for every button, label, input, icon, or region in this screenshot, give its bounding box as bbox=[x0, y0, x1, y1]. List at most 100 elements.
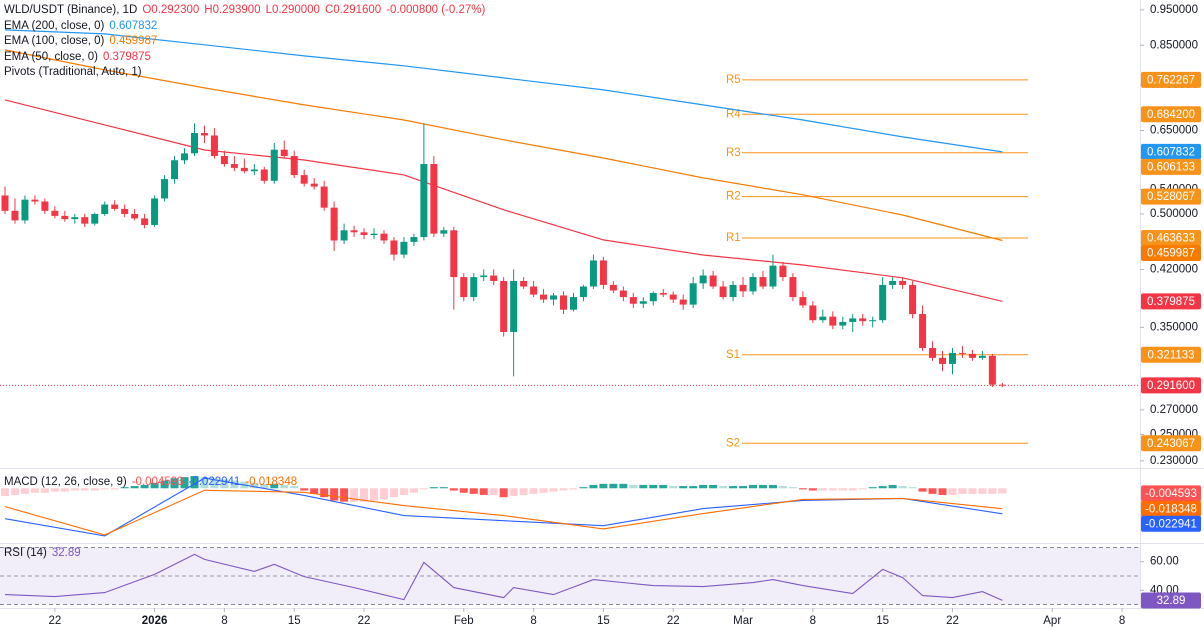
histogram-bar bbox=[888, 484, 897, 489]
x-tick-label: 22 bbox=[667, 615, 680, 627]
price-badge bbox=[1141, 485, 1201, 502]
candle-body bbox=[520, 280, 528, 287]
candle-body bbox=[679, 299, 687, 305]
candle-body bbox=[799, 297, 807, 306]
candle-body bbox=[988, 355, 996, 385]
histogram-bar bbox=[619, 483, 628, 489]
histogram-bar bbox=[838, 488, 847, 491]
histogram-bar bbox=[479, 488, 488, 495]
price-badge-label: 0.321133 bbox=[1147, 349, 1194, 361]
x-tick-label: 8 bbox=[1119, 615, 1125, 627]
histogram-bar bbox=[938, 488, 947, 495]
candle-body bbox=[51, 210, 59, 216]
candle-body bbox=[270, 149, 278, 181]
histogram-bar bbox=[360, 488, 369, 502]
histogram-bar bbox=[689, 486, 698, 489]
candle-body bbox=[958, 352, 966, 354]
indicator-value: 32.89 bbox=[51, 547, 81, 559]
candle-body bbox=[210, 135, 218, 156]
histogram-bar bbox=[389, 488, 398, 498]
histogram-bar bbox=[260, 483, 269, 489]
candle-body bbox=[280, 149, 288, 156]
histogram-bar bbox=[958, 488, 967, 494]
histogram-bar bbox=[798, 488, 807, 490]
candle-body bbox=[420, 164, 428, 238]
histogram-bar bbox=[60, 488, 69, 492]
candle-body bbox=[899, 280, 907, 285]
x-tick-label: 2026 bbox=[142, 615, 168, 627]
candle-body bbox=[879, 284, 887, 321]
histogram-bar bbox=[868, 487, 877, 489]
indicator-name: EMA (100, close, 0) bbox=[4, 35, 105, 47]
candle-body bbox=[410, 237, 418, 242]
indicator-name: MACD (12, 26, close, 9) bbox=[4, 476, 127, 488]
histogram-bar bbox=[469, 488, 478, 494]
histogram-bar bbox=[90, 488, 99, 491]
candle-body bbox=[569, 297, 577, 310]
price-badge-label: 0.607832 bbox=[1147, 146, 1195, 158]
y-tick-label: 0.230000 bbox=[1150, 455, 1198, 467]
candle-body bbox=[769, 265, 777, 287]
ohlc-value: O0.292300 bbox=[142, 4, 200, 16]
histogram-bar bbox=[998, 488, 1007, 494]
candle-body bbox=[101, 204, 109, 214]
candle-body bbox=[320, 186, 328, 208]
candle-body bbox=[510, 280, 518, 332]
candle-body bbox=[460, 277, 468, 298]
price-badge bbox=[1141, 377, 1201, 394]
candle-body bbox=[919, 314, 927, 349]
histogram-bar bbox=[639, 484, 648, 489]
histogram-bar bbox=[609, 483, 618, 489]
y-tick-label: 0.500000 bbox=[1150, 208, 1198, 220]
x-tick-label: 15 bbox=[288, 615, 301, 627]
indicator-value: 0.459987 bbox=[109, 35, 158, 47]
legend-row: EMA (100, close, 0) 0.459987 bbox=[4, 34, 490, 50]
candle-body bbox=[629, 297, 637, 304]
histogram-bar bbox=[898, 486, 907, 489]
x-tick-label: Mar bbox=[733, 615, 753, 627]
price-badge-label: 0.528067 bbox=[1147, 191, 1195, 203]
price-badge bbox=[1141, 106, 1201, 123]
candle-body bbox=[889, 280, 897, 285]
candle-body bbox=[699, 275, 707, 284]
histogram-bar bbox=[539, 488, 548, 493]
candle-body bbox=[440, 230, 448, 234]
price-badge bbox=[1141, 592, 1201, 609]
pivot-label: R1 bbox=[726, 232, 741, 244]
candle-body bbox=[739, 284, 747, 292]
y-tick-label: 0.950000 bbox=[1150, 4, 1198, 16]
candle-body bbox=[11, 210, 19, 221]
x-tick-label: 15 bbox=[876, 615, 889, 627]
histogram-bar bbox=[569, 488, 578, 490]
indicator-line bbox=[4, 477, 1003, 537]
y-tick-label: 0.350000 bbox=[1150, 321, 1198, 333]
x-tick-label: 22 bbox=[946, 615, 959, 627]
candle-body bbox=[619, 290, 627, 298]
price-badge bbox=[1141, 515, 1201, 532]
histogram-bar bbox=[758, 484, 767, 489]
histogram-bar bbox=[948, 488, 957, 495]
histogram-bar bbox=[529, 488, 538, 494]
candle-body bbox=[859, 318, 867, 322]
candle-body bbox=[978, 355, 986, 358]
candle-body bbox=[181, 153, 189, 161]
histogram-bar bbox=[429, 487, 438, 489]
candle-body bbox=[659, 292, 667, 295]
price-badge bbox=[1141, 158, 1201, 175]
indicator-name: EMA (50, close, 0) bbox=[4, 50, 98, 63]
price-badge-label: -0.004593 bbox=[1145, 488, 1197, 500]
indicator-value: -0.004593 bbox=[131, 476, 184, 488]
histogram-bar bbox=[270, 483, 279, 489]
candle-body bbox=[789, 277, 797, 298]
candle-body bbox=[190, 133, 198, 154]
histogram-bar bbox=[200, 477, 209, 489]
histogram-bar bbox=[399, 488, 408, 495]
candle-body bbox=[171, 160, 179, 180]
histogram-bar bbox=[350, 488, 359, 502]
y-tick-label: 60.00 bbox=[1150, 556, 1179, 568]
candle-body bbox=[400, 241, 408, 255]
candle-body bbox=[719, 286, 727, 298]
indicator-line bbox=[4, 99, 1003, 302]
pivot-label: R4 bbox=[726, 108, 741, 120]
histogram-bar bbox=[70, 488, 79, 491]
